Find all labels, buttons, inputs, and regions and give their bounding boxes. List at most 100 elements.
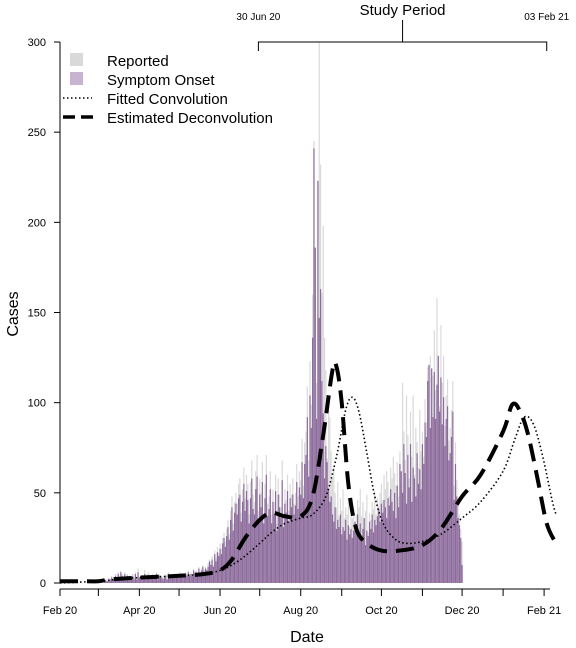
symptom-onset-bar bbox=[264, 498, 266, 583]
symptom-onset-bar bbox=[404, 473, 406, 583]
symptom-onset-bar bbox=[298, 487, 300, 583]
legend-label-reported: Reported bbox=[107, 53, 169, 70]
symptom-onset-bar bbox=[263, 523, 265, 583]
symptom-onset-bar bbox=[441, 424, 443, 583]
symptom-onset-bar bbox=[267, 516, 269, 583]
symptom-onset-bar bbox=[235, 503, 237, 583]
symptom-onset-bar bbox=[437, 355, 439, 583]
symptom-onset-bar bbox=[173, 577, 175, 583]
symptom-onset-bar bbox=[355, 527, 357, 583]
symptom-onset-bar bbox=[380, 503, 382, 583]
symptom-onset-bar bbox=[148, 575, 150, 583]
symptom-onset-bar bbox=[285, 512, 287, 583]
x-tick-label: Dec 20 bbox=[445, 605, 480, 617]
symptom-onset-bar bbox=[230, 519, 232, 583]
symptom-onset-bar bbox=[339, 514, 341, 583]
symptom-onset-bar bbox=[362, 528, 364, 583]
symptom-onset-bar bbox=[399, 463, 401, 583]
symptom-onset-bar bbox=[446, 406, 449, 583]
symptom-onset-bar bbox=[223, 537, 225, 583]
reported-bar bbox=[105, 579, 107, 583]
symptom-onset-bar bbox=[454, 463, 457, 583]
symptom-onset-bar bbox=[187, 572, 189, 583]
reported-bar bbox=[318, 42, 320, 583]
symptom-onset-bar bbox=[428, 364, 430, 583]
symptom-onset-bar bbox=[240, 521, 242, 583]
symptom-onset-bar bbox=[182, 575, 184, 583]
study-period-end-label: 03 Feb 21 bbox=[524, 12, 569, 23]
symptom-onset-bar bbox=[349, 534, 351, 583]
symptom-onset-bar bbox=[292, 494, 294, 583]
symptom-onset-bar bbox=[128, 577, 130, 583]
symptom-onset-bar bbox=[350, 528, 352, 583]
symptom-onset-bar bbox=[194, 573, 196, 583]
symptom-onset-bar bbox=[305, 454, 307, 583]
symptom-onset-bar bbox=[390, 489, 392, 583]
symptom-onset-bar bbox=[388, 505, 390, 583]
symptom-onset-bar bbox=[179, 573, 181, 583]
y-axis-label: Cases bbox=[5, 291, 22, 336]
symptom-onset-bar bbox=[444, 445, 446, 583]
legend-swatch-reported bbox=[70, 53, 83, 66]
legend-label-fitted-convolution: Fitted Convolution bbox=[107, 91, 228, 108]
symptom-onset-bar bbox=[273, 514, 275, 583]
symptom-onset-bar bbox=[322, 413, 324, 583]
symptom-onset-bar bbox=[452, 411, 454, 583]
symptom-onset-bar bbox=[364, 545, 367, 583]
symptom-onset-bar bbox=[343, 530, 345, 583]
y-tick-label: 100 bbox=[28, 398, 46, 410]
symptom-onset-bar bbox=[136, 579, 138, 583]
legend-label-estimated-deconvolution: Estimated Deconvolution bbox=[107, 110, 273, 127]
reported-bar bbox=[461, 541, 463, 583]
symptom-onset-bar bbox=[334, 507, 336, 583]
symptom-onset-bar bbox=[316, 418, 318, 583]
symptom-onset-bar bbox=[411, 501, 413, 583]
symptom-onset-bar bbox=[427, 381, 429, 583]
symptom-onset-bar bbox=[331, 514, 334, 583]
symptom-onset-bar bbox=[460, 537, 462, 583]
symptom-onset-bar bbox=[337, 519, 339, 583]
symptom-onset-bar bbox=[189, 575, 191, 583]
symptom-onset-bar bbox=[436, 384, 438, 583]
legend-swatch-symptom-onset bbox=[70, 72, 83, 85]
x-tick-label: Feb 21 bbox=[527, 605, 561, 617]
symptom-onset-bar bbox=[433, 372, 435, 583]
symptom-onset-bar bbox=[450, 436, 453, 583]
symptom-onset-bar bbox=[142, 579, 144, 583]
symptom-onset-bar bbox=[284, 503, 286, 583]
symptom-onset-bar bbox=[306, 417, 308, 583]
symptom-onset-bar bbox=[325, 445, 327, 583]
symptom-onset-bar bbox=[374, 519, 376, 583]
symptom-onset-bar bbox=[243, 483, 245, 583]
symptom-onset-bar bbox=[353, 530, 355, 583]
symptom-onset-bar bbox=[203, 572, 205, 583]
x-tick-label: Apr 20 bbox=[123, 605, 155, 617]
symptom-onset-bar bbox=[432, 417, 434, 583]
symptom-onset-bar bbox=[231, 507, 233, 583]
symptom-onset-bar bbox=[296, 482, 298, 583]
symptom-onset-bar bbox=[253, 514, 256, 583]
symptom-onset-bar bbox=[170, 577, 172, 583]
symptom-onset-bar bbox=[329, 501, 331, 583]
symptom-onset-bar bbox=[317, 180, 319, 584]
symptom-onset-bar bbox=[288, 521, 290, 583]
study-period-start-label: 30 Jun 20 bbox=[236, 12, 280, 23]
symptom-onset-bar bbox=[137, 572, 139, 583]
symptom-onset-bar bbox=[326, 462, 328, 583]
symptom-onset-bar bbox=[379, 521, 381, 583]
symptom-onset-bar bbox=[341, 534, 343, 583]
symptom-onset-bar bbox=[347, 525, 349, 583]
symptom-onset-bar bbox=[234, 512, 236, 583]
symptom-onset-bar bbox=[199, 573, 201, 583]
symptom-onset-bar bbox=[140, 575, 142, 583]
y-tick-label: 50 bbox=[34, 488, 46, 500]
symptom-onset-bar bbox=[153, 577, 155, 583]
x-tick-label: Aug 20 bbox=[283, 605, 318, 617]
symptom-onset-bar bbox=[178, 577, 180, 583]
symptom-onset-bar bbox=[130, 577, 133, 583]
symptom-onset-bar bbox=[268, 509, 270, 583]
symptom-onset-bar bbox=[378, 509, 380, 583]
x-axis: Feb 20 Apr 20 Jun 20 Aug 20 Oct 20 Dec 20 Feb … bbox=[43, 588, 561, 617]
symptom-onset-bar bbox=[456, 496, 458, 583]
